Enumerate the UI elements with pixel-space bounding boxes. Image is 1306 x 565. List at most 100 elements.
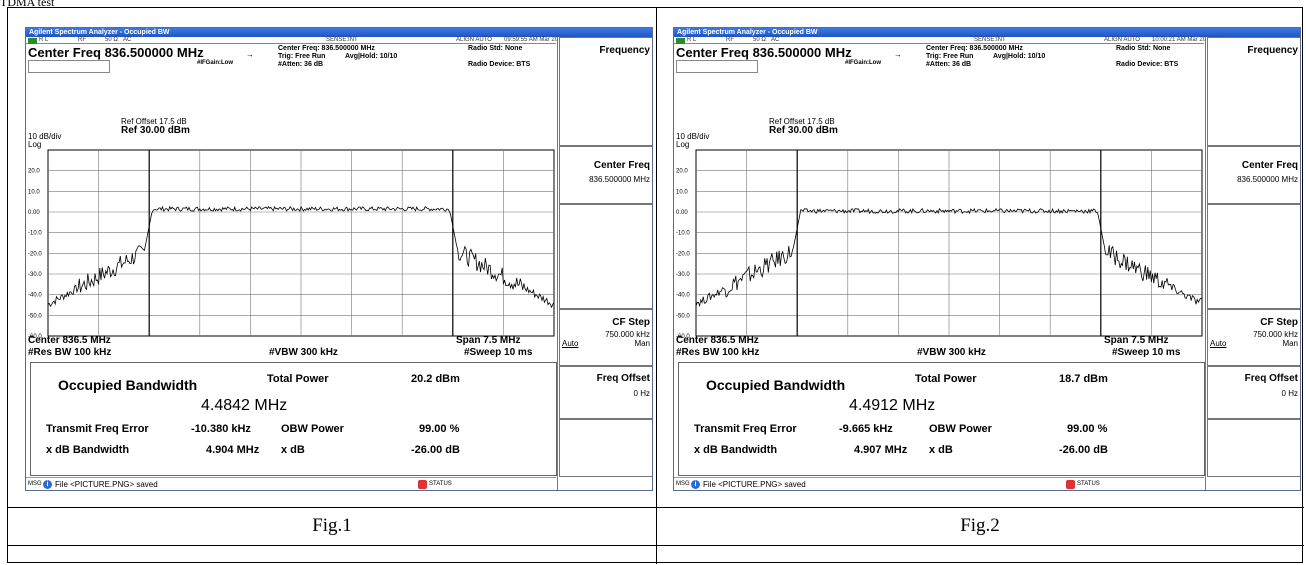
y-tick-label: -40.0: [676, 293, 690, 299]
table-row-divider: [8, 507, 1304, 508]
center-freq-entry[interactable]: [28, 60, 110, 73]
vbw-label: #VBW 300 kHz: [917, 347, 986, 358]
softkey-freq-offset[interactable]: Freq Offset 0 Hz: [559, 366, 652, 419]
softkey-cf-step[interactable]: CF Step 750.000 kHz Auto Man: [1207, 309, 1300, 366]
status-icon: [1066, 480, 1075, 489]
softkey-center-freq-value: 836.500000 MHz: [589, 175, 650, 184]
y-tick-label: 0.00: [28, 210, 40, 216]
y-tick-label: -50.0: [676, 313, 690, 319]
message-text: File <PICTURE.PNG> saved: [703, 480, 806, 489]
window-title-bar: Agilent Spectrum Analyzer - Occupied BW: [26, 28, 652, 37]
window-title: Agilent Spectrum Analyzer - Occupied BW: [29, 29, 170, 36]
center-freq-entry[interactable]: [676, 60, 758, 73]
softkey-cf-step-man[interactable]: Man: [1282, 339, 1298, 348]
center-freq-title[interactable]: Center Freq 836.500000 MHz: [676, 45, 852, 60]
avg-hold-info: Avg|Hold: 10/10: [993, 53, 1046, 60]
softkey-frequency[interactable]: Frequency: [1207, 37, 1300, 146]
y-tick-label: 10.0: [28, 189, 40, 195]
sense-label: SENSE:INT: [974, 37, 1006, 43]
center-freq-info: Center Freq: 836.500000 MHz: [926, 45, 1023, 52]
scale-per-div: 10 dB/div: [676, 132, 710, 141]
softkey-empty: [559, 204, 652, 309]
figure-caption: Fig.1: [312, 515, 352, 536]
radio-std-info: Radio Std: None: [468, 45, 523, 52]
total-power-value: 20.2 dBm: [411, 373, 460, 385]
scale-per-div: 10 dB/div: [28, 132, 62, 141]
transmit-freq-error-label: Transmit Freq Error: [694, 423, 797, 435]
transmit-freq-error-value: -9.665 kHz: [839, 423, 893, 435]
arrow-icon: →: [894, 50, 902, 59]
softkey-center-freq-value: 836.500000 MHz: [1237, 175, 1298, 184]
spectrum-trace: [47, 205, 555, 309]
rf-label: RF: [78, 37, 86, 43]
status-label[interactable]: STATUS: [429, 481, 452, 487]
center-freq-title[interactable]: Center Freq 836.500000 MHz: [28, 45, 204, 60]
softkey-frequency[interactable]: Frequency: [559, 37, 652, 146]
softkey-empty: [1207, 419, 1300, 477]
softkey-cf-step-value: 750.000 kHz: [1253, 330, 1298, 339]
ref-offset: Ref Offset 17.5 dB: [121, 117, 187, 126]
info-icon: i: [43, 480, 52, 489]
ref-offset: Ref Offset 17.5 dB: [769, 117, 835, 126]
softkey-center-freq[interactable]: Center Freq 836.500000 MHz: [559, 146, 652, 204]
y-tick-label: -60.0: [676, 334, 690, 340]
softkey-cf-step-auto[interactable]: Auto: [1210, 339, 1227, 348]
status-bar: R L RF 50 Ω AC SENSE:INT ALIGN AUTO 09:5…: [26, 37, 575, 44]
softkey-cf-step-auto[interactable]: Auto: [562, 339, 579, 348]
softkey-menu-title: Frequency: [599, 45, 650, 56]
x-db-bandwidth-label: x dB Bandwidth: [694, 444, 778, 456]
rl-indicator-icon: [28, 37, 37, 44]
if-gain-label: #IFGain:Low: [197, 60, 233, 66]
radio-std-info: Radio Std: None: [1116, 45, 1171, 52]
softkey-freq-offset[interactable]: Freq Offset 0 Hz: [1207, 366, 1300, 419]
radio-device-info: Radio Device: BTS: [468, 61, 531, 68]
res-bw-label: #Res BW 100 kHz: [676, 347, 760, 358]
results-panel: Occupied Bandwidth 4.4912 MHz Total Powe…: [678, 362, 1205, 476]
info-icon: i: [691, 480, 700, 489]
coupling-label: AC: [123, 37, 132, 43]
rl-label: R L: [39, 37, 49, 43]
softkey-panel: Frequency Center Freq 836.500000 MHz CF …: [1205, 37, 1300, 490]
softkey-cf-step[interactable]: CF Step 750.000 kHz Auto Man: [559, 309, 652, 366]
message-bar: MSG i File <PICTURE.PNG> saved STATUS: [26, 477, 556, 490]
ref-level: Ref 30.00 dBm: [769, 125, 838, 136]
softkey-empty: [559, 419, 652, 477]
timestamp: 09:59:55 AM Mar 20, 2023: [504, 37, 575, 43]
y-tick-label: 20.0: [676, 169, 688, 175]
document-header-fragment: TDMA test: [0, 0, 55, 8]
msg-tag: MSG: [28, 481, 42, 487]
impedance-label: 50 Ω: [753, 37, 766, 43]
y-tick-label: 20.0: [28, 169, 40, 175]
span-label: Span 7.5 MHz: [1104, 335, 1169, 346]
spectrum-analyzer-window: Agilent Spectrum Analyzer - Occupied BW …: [673, 27, 1301, 491]
y-tick-label: 0.00: [676, 210, 688, 216]
obw-power-value: 99.00 %: [1067, 423, 1108, 435]
sweep-label: #Sweep 10 ms: [464, 347, 533, 358]
if-gain-label: #IFGain:Low: [845, 60, 881, 66]
softkey-menu-title: Frequency: [1247, 45, 1298, 56]
y-tick-label: -60.0: [28, 334, 42, 340]
softkey-cf-step-man[interactable]: Man: [634, 339, 650, 348]
softkey-center-freq-label: Center Freq: [593, 160, 650, 171]
softkey-freq-offset-value: 0 Hz: [633, 389, 650, 398]
obw-power-label: OBW Power: [929, 423, 992, 435]
window-title-bar: Agilent Spectrum Analyzer - Occupied BW: [674, 28, 1300, 37]
y-tick-label: -40.0: [28, 293, 42, 299]
figure-table: Fig.1 Fig.2: [7, 7, 1304, 564]
status-icon: [418, 480, 427, 489]
msg-tag: MSG: [676, 481, 690, 487]
message-bar: MSG i File <PICTURE.PNG> saved STATUS: [674, 477, 1204, 490]
results-panel: Occupied Bandwidth 4.4842 MHz Total Powe…: [30, 362, 557, 476]
softkey-center-freq-label: Center Freq: [1241, 160, 1298, 171]
status-label[interactable]: STATUS: [1077, 481, 1100, 487]
softkey-cf-step-value: 750.000 kHz: [605, 330, 650, 339]
obw-power-value: 99.00 %: [419, 423, 460, 435]
softkey-center-freq[interactable]: Center Freq 836.500000 MHz: [1207, 146, 1300, 204]
x-db-label: x dB: [929, 444, 953, 456]
transmit-freq-error-value: -10.380 kHz: [191, 423, 251, 435]
coupling-label: AC: [771, 37, 780, 43]
softkey-panel: Frequency Center Freq 836.500000 MHz CF …: [557, 37, 652, 490]
align-label: ALIGN AUTO: [456, 37, 492, 43]
center-label: Center 836.5 MHz: [28, 335, 111, 346]
center-freq-info: Center Freq: 836.500000 MHz: [278, 45, 375, 52]
